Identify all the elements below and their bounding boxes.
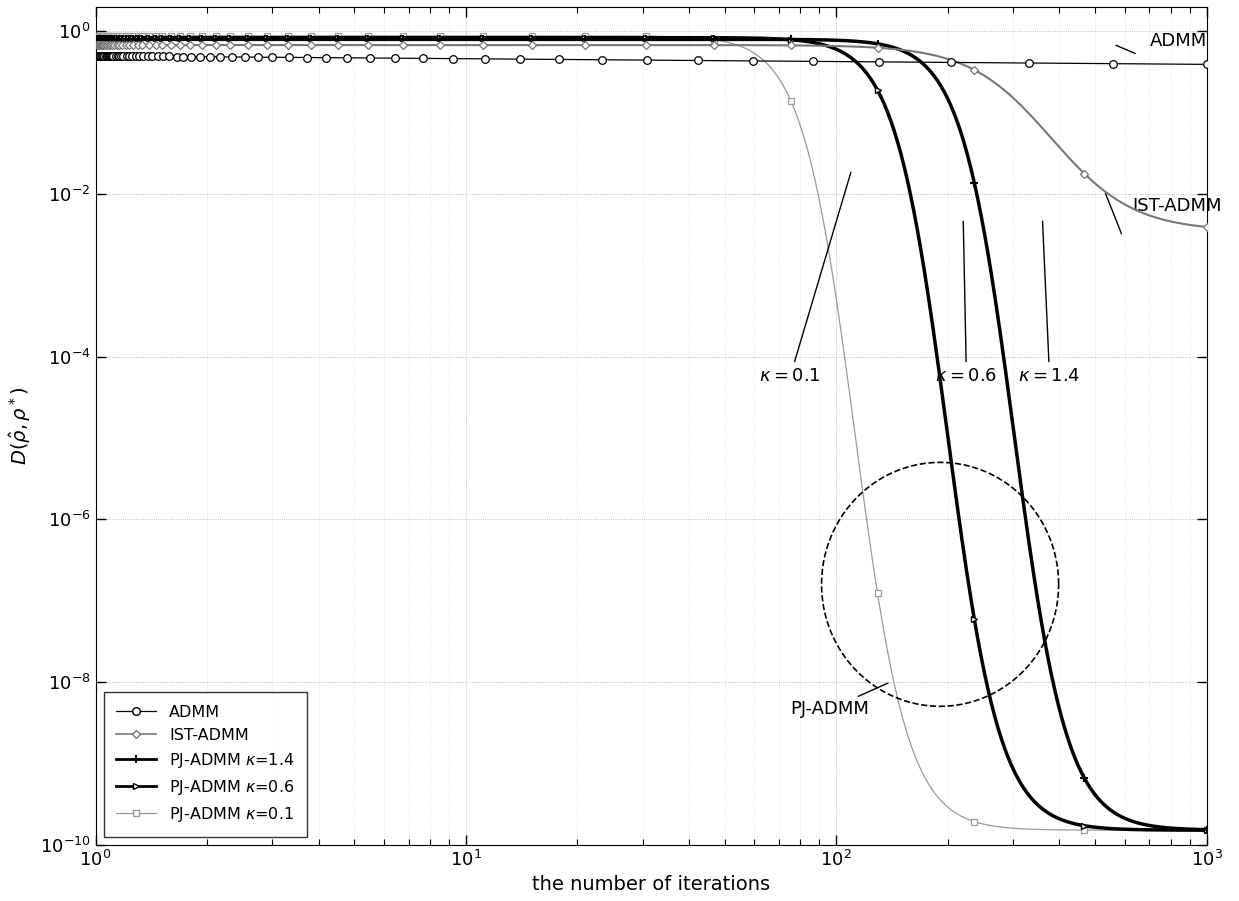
Text: ADMM: ADMM	[1150, 32, 1207, 50]
Legend: ADMM, IST-ADMM, PJ-ADMM $\kappa$=1.4, PJ-ADMM $\kappa$=0.6, PJ-ADMM $\kappa$=0.1: ADMM, IST-ADMM, PJ-ADMM $\kappa$=1.4, PJ…	[104, 692, 307, 836]
Text: $\kappa=0.1$: $\kappa=0.1$	[760, 172, 851, 385]
X-axis label: the number of iterations: the number of iterations	[532, 875, 771, 894]
Text: PJ-ADMM: PJ-ADMM	[790, 683, 888, 718]
Text: IST-ADMM: IST-ADMM	[1132, 197, 1222, 215]
Y-axis label: $D(\hat{\rho},\rho^*)$: $D(\hat{\rho},\rho^*)$	[7, 387, 33, 465]
Text: $\kappa=1.4$: $\kappa=1.4$	[1018, 222, 1080, 385]
Text: $\kappa=0.6$: $\kappa=0.6$	[935, 222, 997, 385]
